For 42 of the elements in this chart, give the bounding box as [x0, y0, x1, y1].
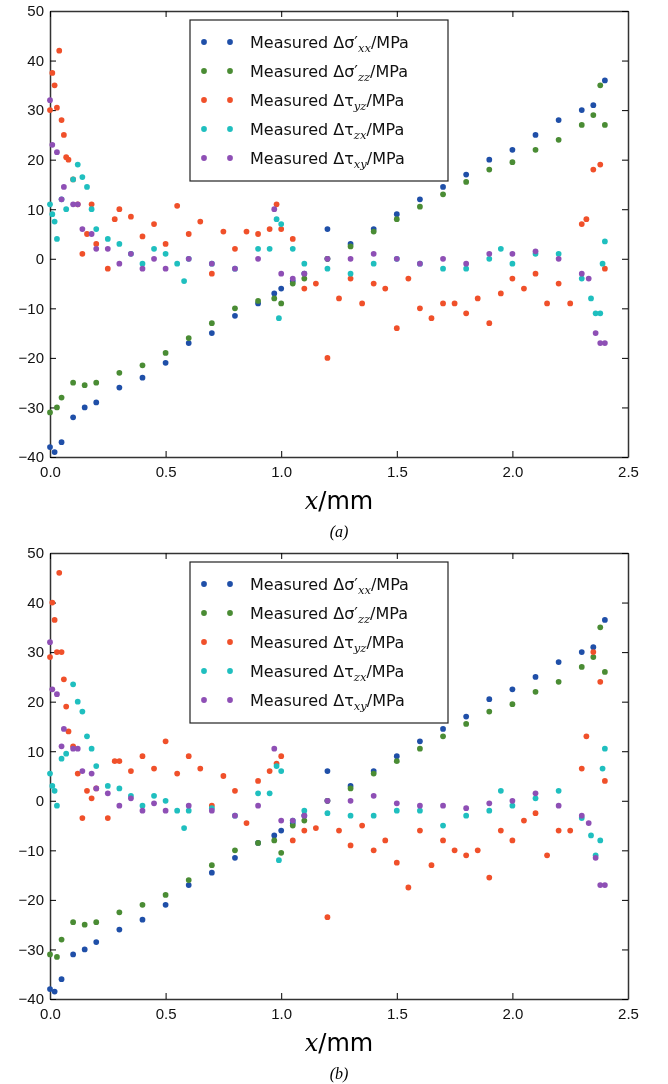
legend-label: Measured Δσ′$_{zz}$/MPa: [250, 62, 409, 84]
legend-label: Measured Δτ$_{xy}$/MPa: [250, 691, 405, 713]
text: (a): [329, 523, 349, 541]
y-tick-label: 40: [27, 593, 44, 611]
legend-label: Measured Δτ$_{xy}$/MPa: [250, 149, 405, 171]
x-tick-label: 0.5: [155, 1004, 177, 1022]
x-tick-label: 2.0: [502, 1004, 524, 1022]
x-tick-label: 1.5: [386, 1004, 408, 1022]
legend-label: Measured Δτ$_{yz}$/MPa: [250, 91, 405, 113]
legend-label: Measured Δσ′$_{xx}$/MPa: [250, 575, 409, 597]
y-tick-label: −30: [18, 398, 44, 416]
legend-label: Measured Δτ$_{zx}$/MPa: [250, 662, 405, 684]
y-tick-label: 10: [27, 200, 44, 218]
x-tick-label: 1.5: [386, 462, 408, 480]
y-tick-label: −10: [18, 299, 44, 317]
y-tick-label: 10: [27, 742, 44, 760]
legend-label: Measured Δσ′$_{zz}$/MPa: [250, 604, 409, 626]
y-tick-label: −20: [18, 349, 44, 367]
x-tick-label: 2.5: [618, 1004, 639, 1022]
y-tick-label: 30: [27, 643, 44, 661]
x-tick-label: 2.5: [618, 462, 639, 480]
y-tick-label: −20: [18, 891, 44, 909]
y-tick-label: 0: [35, 250, 44, 268]
legend-label: Measured Δτ$_{yz}$/MPa: [250, 633, 405, 655]
y-tick-label: 0: [35, 792, 44, 810]
x-tick-label: 0.5: [155, 462, 177, 480]
y-tick-label: 20: [27, 692, 44, 710]
y-tick-label: 50: [27, 2, 44, 20]
y-tick-label: −10: [18, 841, 44, 859]
x-tick-label: 1.0: [271, 1004, 293, 1022]
x-axis-title: x/mm: [304, 487, 374, 515]
legend-label: Measured Δτ$_{zx}$/MPa: [250, 120, 405, 142]
y-tick-label: 40: [27, 51, 44, 69]
y-tick-label: −30: [18, 940, 44, 958]
y-tick-label: 20: [27, 150, 44, 168]
legend-label: Measured Δσ′$_{xx}$/MPa: [250, 33, 409, 55]
y-tick-label: 50: [27, 544, 44, 562]
x-tick-label: 1.0: [271, 462, 293, 480]
x-tick-label: 2.0: [502, 462, 524, 480]
x-axis-title: x/mm: [304, 1029, 374, 1057]
text: (b): [329, 1065, 349, 1083]
y-tick-label: 30: [27, 101, 44, 119]
